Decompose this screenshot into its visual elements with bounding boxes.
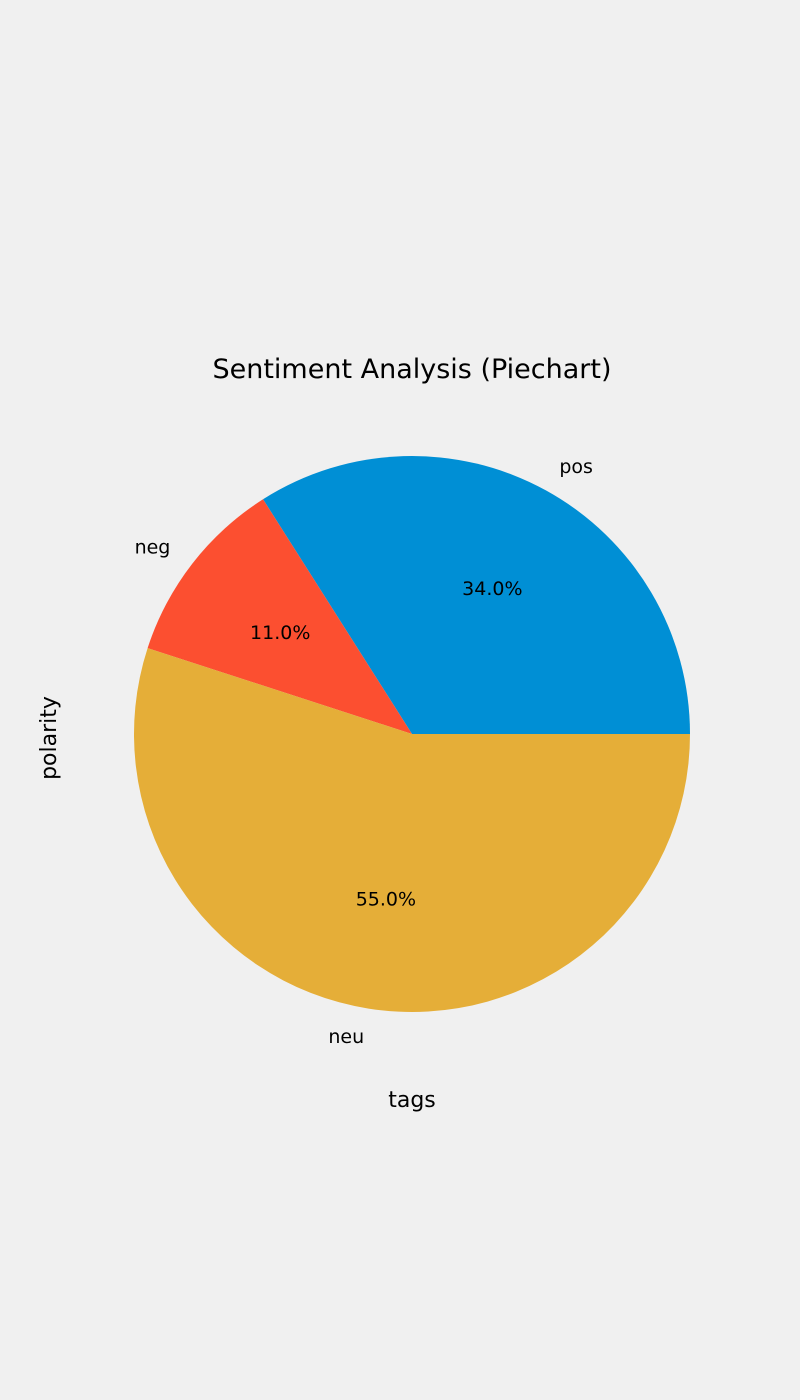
- y-axis-label: polarity: [37, 696, 62, 780]
- pie-slice-neu: [134, 648, 690, 1013]
- pie-labels: 34.0% pos 11.0% neg 55.0% neu: [135, 456, 593, 1048]
- pie-slices: [134, 456, 690, 1013]
- x-axis-label: tags: [388, 1088, 436, 1113]
- pie-category-label-pos: pos: [559, 456, 593, 478]
- pie-percent-label-neg: 11.0%: [250, 622, 310, 644]
- pie-category-label-neg: neg: [135, 537, 171, 559]
- chart-title: Sentiment Analysis (Piechart): [212, 354, 611, 385]
- pie-category-label-neu: neu: [328, 1026, 364, 1048]
- pie-percent-label-neu: 55.0%: [356, 889, 416, 911]
- pie-percent-label-pos: 34.0%: [462, 578, 522, 600]
- pie-slice-pos: [263, 456, 690, 734]
- pie-slice-neg: [147, 499, 412, 734]
